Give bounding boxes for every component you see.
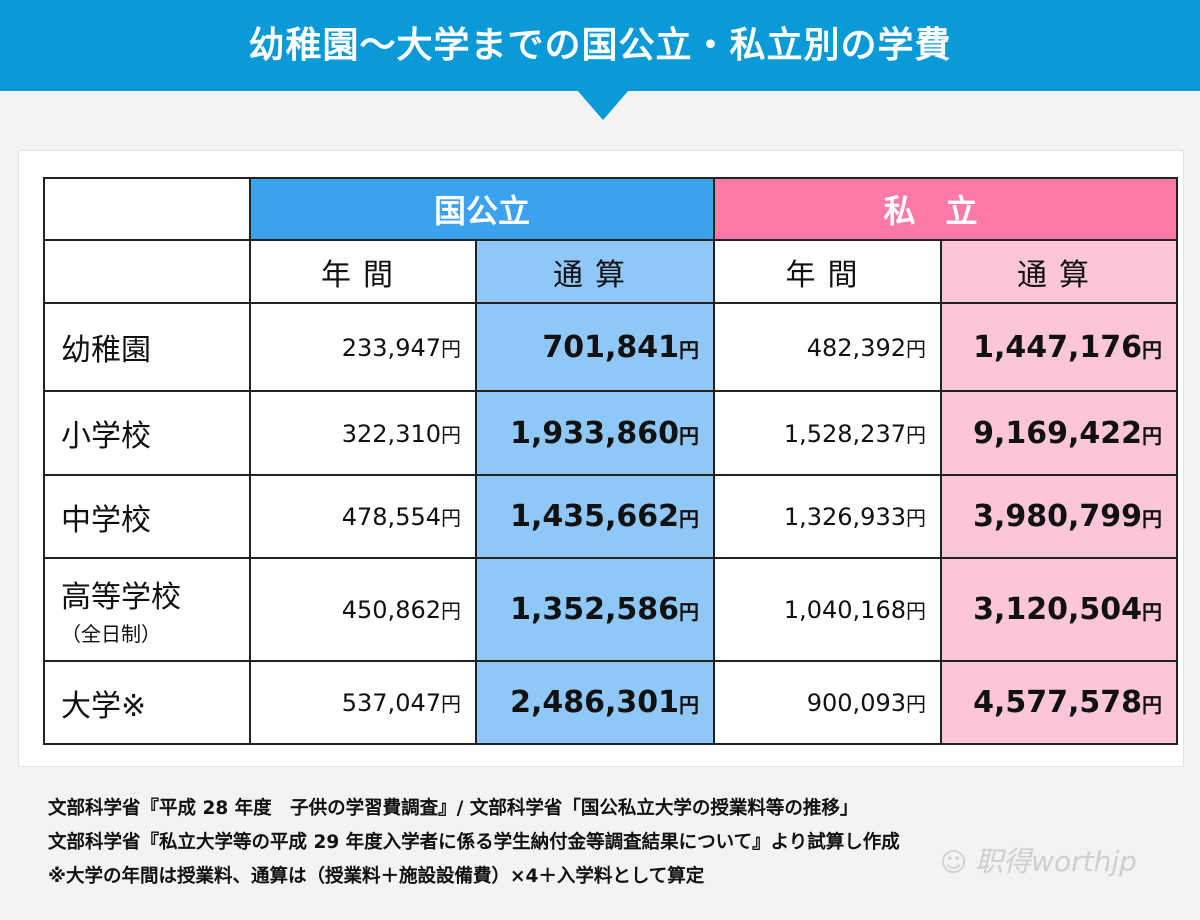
currency-unit: 円: [906, 599, 926, 623]
currency-unit: 円: [906, 422, 926, 447]
cell-pub-year: 537,047円: [249, 660, 477, 745]
corner-cell: [43, 177, 251, 241]
note-line: ※大学の年間は授業料、通算は（授業料＋施設設備費）×4＋入学料として算定: [48, 866, 705, 887]
table-row: 小学校 322,310円 1,933,860円 1,528,237円 9,169,422…: [43, 390, 1178, 476]
row-label-text: 幼稚園: [61, 333, 151, 368]
amount: 1,326,933: [783, 503, 906, 531]
table-row: 大学※ 537,047円 2,486,301円 900,093円 4,577,578円: [43, 660, 1178, 745]
watermark: ☺ 职得worthjp: [940, 840, 1137, 880]
corner-cell: [43, 239, 251, 304]
currency-unit: 円: [906, 692, 926, 716]
cell-pri-total: 3,980,799円: [940, 474, 1178, 559]
amount: 233,947: [341, 333, 441, 362]
currency-unit: 円: [441, 506, 461, 530]
currency-unit: 円: [679, 600, 699, 624]
subheader-public-total: 通算: [475, 239, 715, 304]
cell-pub-total: 1,352,586円: [475, 557, 715, 662]
amount: 537,047: [341, 689, 441, 717]
row-label: 小学校: [43, 390, 251, 476]
currency-unit: 円: [1142, 507, 1162, 531]
currency-unit: 円: [441, 692, 461, 716]
cell-pub-total: 701,841円: [475, 302, 715, 392]
amount: 478,554: [341, 503, 441, 531]
row-label-text: 大学※: [61, 688, 147, 724]
amount: 322,310: [341, 419, 441, 448]
cell-pri-total: 3,120,504円: [940, 557, 1178, 662]
amount: 1,447,176: [973, 329, 1142, 365]
cell-pri-year: 1,528,237円: [713, 390, 942, 476]
cell-pri-total: 4,577,578円: [940, 660, 1178, 745]
page-title: 幼稚園～大学までの国公立・私立別の学費: [0, 0, 1200, 91]
table-row: 高等学校 （全日制） 450,862円 1,352,586円 1,040,168円 3,1…: [43, 557, 1178, 662]
source-notes: 文部科学省『平成 28 年度 子供の学習費調査』/ 文部科学省「国公私立大学の授…: [48, 792, 900, 894]
amount: 3,980,799: [973, 499, 1142, 534]
row-label: 幼稚園: [43, 302, 251, 392]
currency-unit: 円: [1142, 693, 1162, 717]
amount: 3,120,504: [973, 592, 1142, 627]
currency-unit: 円: [441, 336, 461, 361]
cell-pri-total: 1,447,176円: [940, 302, 1178, 392]
amount: 1,933,860: [510, 415, 679, 451]
cell-pub-total: 2,486,301円: [475, 660, 715, 745]
amount: 701,841: [542, 329, 679, 365]
subheader-private-total: 通算: [940, 239, 1178, 304]
cell-pri-year: 1,040,168円: [713, 557, 942, 662]
amount: 1,040,168: [783, 596, 906, 624]
currency-unit: 円: [679, 507, 699, 531]
row-label: 中学校: [43, 474, 251, 559]
amount: 482,392: [806, 333, 906, 362]
row-label-text: 中学校: [61, 502, 151, 538]
amount: 1,435,662: [510, 499, 679, 534]
cell-pri-year: 1,326,933円: [713, 474, 942, 559]
note-line: 文部科学省『平成 28 年度 子供の学習費調査』/ 文部科学省「国公私立大学の授…: [48, 798, 859, 819]
currency-unit: 円: [679, 423, 699, 448]
group-header-private: 私立: [713, 177, 1178, 241]
cell-pri-total: 9,169,422円: [940, 390, 1178, 476]
cell-pub-total: 1,933,860円: [475, 390, 715, 476]
currency-unit: 円: [441, 422, 461, 447]
subheader-public-year: 年間: [249, 239, 477, 304]
wechat-icon: ☺: [940, 848, 968, 878]
currency-unit: 円: [906, 506, 926, 530]
currency-unit: 円: [1142, 337, 1162, 362]
tuition-table: 国公立 私立 年間 通算 年間 通算 幼稚園 233,947円 701,841円 48…: [43, 177, 1178, 745]
amount: 1,352,586: [510, 592, 679, 627]
currency-unit: 円: [679, 693, 699, 717]
cell-pub-year: 233,947円: [249, 302, 477, 392]
cell-pub-year: 450,862円: [249, 557, 477, 662]
note-line: 文部科学省『私立大学等の平成 29 年度入学者に係る学生納付金等調査結果について…: [48, 832, 900, 853]
row-note: （全日制）: [61, 622, 161, 646]
cell-pri-year: 900,093円: [713, 660, 942, 745]
cell-pub-year: 322,310円: [249, 390, 477, 476]
table-row: 中学校 478,554円 1,435,662円 1,326,933円 3,980,799…: [43, 474, 1178, 559]
row-label-text: 小学校: [61, 419, 151, 454]
currency-unit: 円: [1142, 600, 1162, 624]
subheader-private-year: 年間: [713, 239, 942, 304]
cell-pub-year: 478,554円: [249, 474, 477, 559]
cell-pri-year: 482,392円: [713, 302, 942, 392]
amount: 450,862: [341, 596, 441, 624]
currency-unit: 円: [906, 336, 926, 361]
row-label: 大学※: [43, 660, 251, 745]
amount: 4,577,578: [973, 685, 1142, 720]
currency-unit: 円: [441, 599, 461, 623]
row-label-text: 高等学校: [61, 580, 181, 615]
watermark-text: 职得worthjp: [975, 845, 1137, 878]
table-row: 幼稚園 233,947円 701,841円 482,392円 1,447,176円: [43, 302, 1178, 392]
cell-pub-total: 1,435,662円: [475, 474, 715, 559]
amount: 900,093: [806, 689, 906, 717]
currency-unit: 円: [1142, 423, 1162, 448]
currency-unit: 円: [679, 337, 699, 362]
amount: 1,528,237: [783, 419, 906, 448]
banner-arrow: [577, 90, 629, 120]
amount: 9,169,422: [973, 415, 1142, 451]
amount: 2,486,301: [510, 685, 679, 720]
group-header-public: 国公立: [249, 177, 715, 241]
row-label: 高等学校 （全日制）: [43, 557, 251, 662]
